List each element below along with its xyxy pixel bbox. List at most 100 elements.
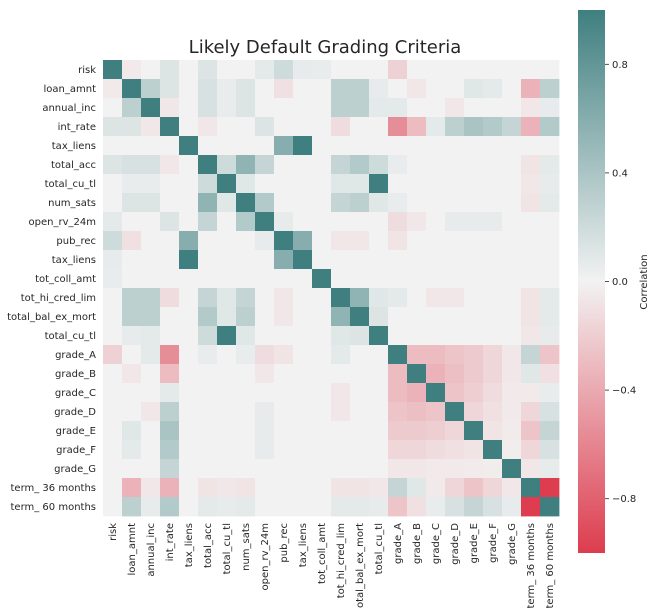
- heatmap-cell: [502, 174, 522, 194]
- heatmap-cell: [521, 193, 541, 213]
- heatmap-cell: [388, 155, 408, 175]
- x-tick-label: int_rate: [165, 523, 176, 561]
- heatmap-cell: [388, 478, 408, 498]
- heatmap-cell: [426, 174, 446, 194]
- heatmap-cell: [236, 478, 256, 498]
- heatmap-cell: [483, 345, 503, 365]
- heatmap-cell: [179, 478, 199, 498]
- heatmap-cell: [141, 174, 161, 194]
- y-tick-label: tot_coll_amt: [35, 274, 96, 285]
- heatmap-cell: [255, 440, 275, 460]
- heatmap-cell: [103, 98, 123, 118]
- heatmap-cell: [350, 98, 370, 118]
- heatmap-cell: [350, 60, 370, 80]
- heatmap-cell: [293, 117, 313, 137]
- heatmap-cell: [141, 497, 161, 517]
- heatmap-cell: [160, 136, 180, 156]
- heatmap-cell: [255, 117, 275, 137]
- heatmap-cell: [331, 193, 351, 213]
- heatmap-cell: [445, 307, 465, 327]
- heatmap-cell: [331, 212, 351, 232]
- heatmap-cell: [483, 212, 503, 232]
- heatmap-cell: [369, 174, 389, 194]
- heatmap-cell: [160, 60, 180, 80]
- heatmap-cell: [312, 193, 332, 213]
- heatmap-cell: [312, 250, 332, 270]
- colorbar-tick-label: 0.0: [612, 277, 628, 288]
- heatmap-cell: [502, 60, 522, 80]
- heatmap-cell: [122, 383, 142, 403]
- heatmap-cells: [103, 60, 560, 517]
- heatmap-cell: [540, 79, 560, 99]
- heatmap-cell: [160, 402, 180, 422]
- heatmap-cell: [445, 193, 465, 213]
- heatmap-cell: [198, 383, 218, 403]
- heatmap-cell: [198, 212, 218, 232]
- heatmap-cell: [464, 345, 484, 365]
- heatmap-cell: [521, 155, 541, 175]
- heatmap-cell: [217, 250, 237, 270]
- x-tick-label: grade_G: [507, 523, 518, 565]
- heatmap-cell: [255, 421, 275, 441]
- heatmap-cell: [198, 269, 218, 289]
- heatmap-cell: [445, 269, 465, 289]
- heatmap-cell: [388, 440, 408, 460]
- y-tick-label: num_sats: [48, 198, 96, 209]
- heatmap-cell: [274, 193, 294, 213]
- heatmap-cell: [502, 212, 522, 232]
- heatmap-cell: [312, 174, 332, 194]
- heatmap-cell: [483, 269, 503, 289]
- heatmap-cell: [426, 459, 446, 479]
- heatmap-cell: [255, 345, 275, 365]
- heatmap-cell: [122, 478, 142, 498]
- heatmap-cell: [464, 497, 484, 517]
- heatmap-cell: [407, 345, 427, 365]
- heatmap-cell: [293, 136, 313, 156]
- heatmap-cell: [407, 402, 427, 422]
- heatmap-cell: [502, 383, 522, 403]
- heatmap-cell: [464, 364, 484, 384]
- heatmap-cell: [426, 288, 446, 308]
- heatmap-cell: [407, 459, 427, 479]
- heatmap-cell: [198, 250, 218, 270]
- y-tick-label: pub_rec: [56, 236, 96, 247]
- heatmap-cell: [331, 117, 351, 137]
- x-tick-label: grade_A: [393, 523, 404, 564]
- heatmap-cell: [350, 440, 370, 460]
- heatmap-cell: [103, 136, 123, 156]
- heatmap-cell: [445, 288, 465, 308]
- y-tick-label: total_cu_tl: [45, 179, 96, 190]
- heatmap-cell: [407, 383, 427, 403]
- heatmap-cell: [426, 307, 446, 327]
- heatmap-cell: [464, 155, 484, 175]
- x-tick-label: tot_coll_amt: [317, 523, 328, 584]
- heatmap-cell: [141, 383, 161, 403]
- heatmap-cell: [103, 345, 123, 365]
- heatmap-cell: [160, 212, 180, 232]
- heatmap-cell: [464, 193, 484, 213]
- heatmap-cell: [521, 79, 541, 99]
- heatmap-cell: [160, 421, 180, 441]
- heatmap-cell: [445, 478, 465, 498]
- heatmap-cell: [141, 288, 161, 308]
- heatmap-cell: [464, 136, 484, 156]
- heatmap-cell: [122, 345, 142, 365]
- heatmap-cell: [369, 136, 389, 156]
- heatmap-cell: [483, 440, 503, 460]
- heatmap-cell: [198, 478, 218, 498]
- heatmap-cell: [160, 250, 180, 270]
- heatmap-cell: [293, 60, 313, 80]
- heatmap-cell: [255, 383, 275, 403]
- heatmap-cell: [407, 288, 427, 308]
- heatmap-cell: [388, 136, 408, 156]
- heatmap-cell: [312, 60, 332, 80]
- heatmap-cell: [426, 60, 446, 80]
- heatmap-cell: [502, 136, 522, 156]
- heatmap-cell: [369, 250, 389, 270]
- heatmap-cell: [407, 440, 427, 460]
- heatmap-cell: [388, 174, 408, 194]
- heatmap-cell: [293, 383, 313, 403]
- heatmap-cell: [103, 193, 123, 213]
- heatmap-cell: [198, 345, 218, 365]
- heatmap-cell: [464, 231, 484, 251]
